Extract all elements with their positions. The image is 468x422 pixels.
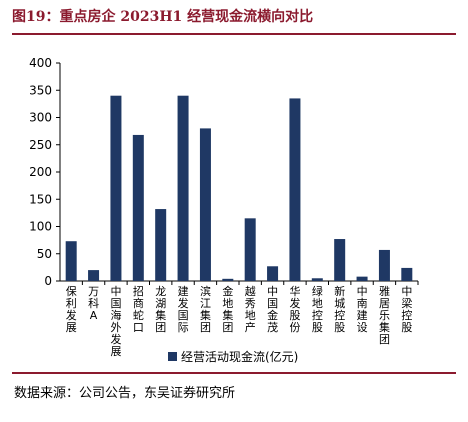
y-tick-label: 150: [29, 192, 52, 206]
bar: [311, 278, 323, 281]
x-tick-label: 保利发展: [66, 284, 77, 334]
y-tick-label: 250: [29, 138, 52, 152]
y-tick-label: 100: [29, 220, 52, 234]
y-tick-label: 200: [29, 165, 52, 179]
bar: [401, 267, 413, 281]
title-rule: [12, 33, 456, 35]
x-tick-label: 雅居乐集团: [379, 284, 390, 346]
x-tick-label: 中梁控股: [401, 285, 412, 334]
x-tick-label: 越秀地产: [245, 284, 256, 334]
source-rule: [12, 372, 456, 374]
bars: [65, 95, 413, 281]
x-tick-label: 中南建设: [357, 285, 368, 334]
figure-title: 图19：重点房企 2023H1 经营现金流横向对比: [12, 9, 314, 25]
y-tick-label: 400: [29, 56, 52, 70]
x-tick-label: 新城控股: [334, 284, 345, 334]
y-tick-label: 50: [37, 247, 52, 261]
bar: [244, 218, 256, 281]
bar: [356, 276, 368, 281]
bar: [289, 98, 301, 281]
bar: [88, 270, 100, 281]
x-tick-label: 龙湖集团: [155, 285, 166, 334]
x-tick-label: 金地集团: [222, 284, 233, 334]
y-ticks: 0 50 100 150 200 250 300 350 400: [29, 56, 60, 288]
legend-label: 经营活动现金流(亿元): [181, 349, 298, 364]
legend: 经营活动现金流(亿元): [168, 349, 298, 364]
y-tick-label: 300: [29, 111, 52, 125]
bar: [132, 134, 144, 281]
x-tick-label: 华发股份: [289, 284, 300, 334]
x-tick-label: 建发国际: [178, 284, 189, 334]
bar: [267, 266, 279, 281]
y-tick-label: 0: [44, 274, 52, 288]
bar: [155, 209, 167, 281]
x-tick-label: 万科 A: [88, 285, 99, 322]
bar: [65, 241, 77, 281]
bar: [110, 95, 122, 281]
legend-swatch: [168, 352, 177, 361]
x-tick-label: 绿地控股: [312, 284, 323, 334]
x-tick-label: 招商蛇口: [133, 284, 144, 334]
source-note: 数据来源：公司公告，东吴证券研究所: [14, 386, 236, 401]
x-tick-label: 中国金茂: [267, 285, 278, 334]
bar: [199, 128, 211, 281]
y-tick-label: 350: [29, 83, 52, 97]
x-tick-label: 中国海外发展: [110, 285, 121, 358]
bar: [177, 95, 189, 281]
bar: [334, 239, 346, 281]
bar: [222, 278, 234, 281]
x-tick-label: 滨江集团: [200, 284, 211, 334]
bar: [378, 249, 390, 281]
